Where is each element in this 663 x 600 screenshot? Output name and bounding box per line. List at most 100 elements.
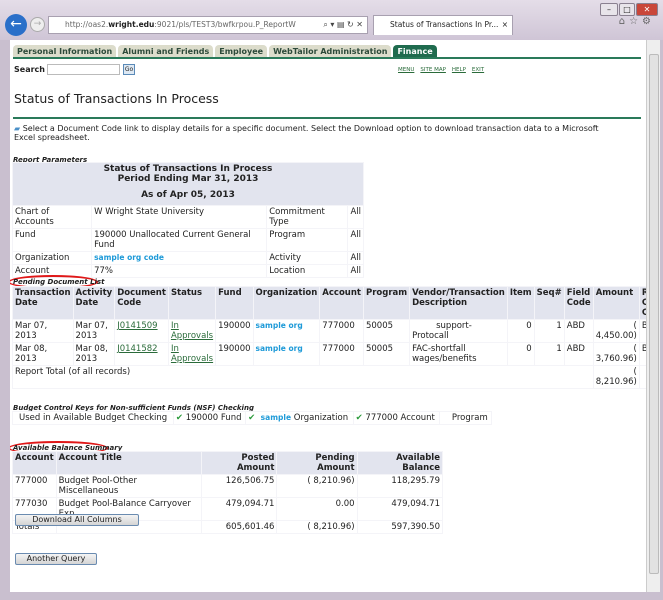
param-value: 77% xyxy=(92,265,267,277)
param-row: Chart of Accounts W Wright State Universi… xyxy=(13,206,363,228)
help-link[interactable]: HELP xyxy=(451,67,466,73)
column-header: Account xyxy=(320,287,363,319)
table-cell: 1 xyxy=(534,320,564,342)
tab-divider xyxy=(13,57,641,59)
table-cell: BT4 xyxy=(639,343,646,365)
column-header: Field Code xyxy=(564,287,593,319)
close-window-button[interactable]: ✕ xyxy=(636,3,658,16)
address-bar[interactable]: http://oas2.wright.edu:9021/pls/TEST3/bw… xyxy=(48,16,368,34)
toolbar-icons[interactable]: ⌂☆⚙ xyxy=(619,16,655,27)
table-cell[interactable]: J0141582 xyxy=(115,343,168,365)
nsf-account-text: 777000 Account xyxy=(365,413,435,423)
forward-button[interactable]: → xyxy=(30,17,45,32)
exit-link[interactable]: EXIT xyxy=(471,67,485,73)
column-header: Rule Class Code xyxy=(639,287,646,319)
table-cell: ( 4,450.00) xyxy=(593,320,639,342)
table-cell: sample org xyxy=(253,343,320,365)
param-label: Activity xyxy=(267,252,348,264)
column-header: Account Title xyxy=(56,452,201,474)
total-amount: ( 8,210.96) xyxy=(593,366,639,388)
table-cell: 118,295.79 xyxy=(357,475,442,497)
back-button[interactable]: ← xyxy=(5,14,27,36)
table-cell: 479,094.71 xyxy=(357,498,442,520)
table-cell: ABD xyxy=(564,343,593,365)
param-label: Organization xyxy=(13,252,92,264)
params-heading: Status of Transactions In Process Period … xyxy=(13,163,363,205)
tab-title: Status of Transactions In Pr... xyxy=(390,20,499,29)
table-cell: sample org xyxy=(253,320,320,342)
nsf-account: ✔ 777000 Account xyxy=(353,412,439,424)
table-cell: support-Protocall xyxy=(410,320,507,342)
tab-close-icon[interactable]: × xyxy=(501,20,508,29)
maximize-button[interactable]: □ xyxy=(619,3,635,16)
param-value: W Wright State University xyxy=(92,206,267,228)
nsf-program: Program xyxy=(439,412,491,424)
tab-personal-information[interactable]: Personal Information xyxy=(13,45,117,58)
param-label: Chart of Accounts xyxy=(13,206,92,228)
report-parameters-label: Report Parameters xyxy=(13,156,88,164)
browser-chrome: – □ ✕ ← → http://oas2.wright.edu:9021/pl… xyxy=(0,0,663,40)
table-cell: Mar 08, 2013 xyxy=(73,343,115,365)
column-header: Pending Amount xyxy=(277,452,357,474)
table-cell: ( 3,760.96) xyxy=(593,343,639,365)
check-icon: ✔ xyxy=(248,413,256,423)
tab-employee[interactable]: Employee xyxy=(215,45,268,58)
param-value: All xyxy=(348,265,363,277)
home-icon[interactable]: ⌂ xyxy=(618,16,630,27)
table-cell: FAC-shortfall wages/benefits xyxy=(410,343,507,365)
table-cell: Budget Pool-Other Miscellaneous xyxy=(56,475,201,497)
params-heading-title: Status of Transactions In Process xyxy=(103,164,273,174)
column-header: Organization xyxy=(253,287,320,319)
search-input[interactable] xyxy=(47,64,120,75)
browser-tab[interactable]: Status of Transactions In Pr... × xyxy=(373,15,513,35)
download-all-columns-button[interactable]: Download All Columns xyxy=(15,514,139,526)
column-header: Document Code xyxy=(115,287,168,319)
gear-icon[interactable]: ⚙ xyxy=(642,16,655,27)
param-row: Account 77% Location All xyxy=(13,265,363,277)
param-label: Account xyxy=(13,265,92,277)
column-header: Seq# xyxy=(534,287,564,319)
table-cell: ( 8,210.96) xyxy=(277,475,357,497)
param-value: All xyxy=(348,206,363,228)
info-message: Select a Document Code link to display d… xyxy=(14,124,599,142)
column-header: Vendor/Transaction Description xyxy=(410,287,507,319)
page-title: Status of Transactions In Process xyxy=(14,91,219,106)
go-button[interactable]: Go xyxy=(123,64,135,75)
tab-finance[interactable]: Finance xyxy=(393,45,437,58)
another-query-button[interactable]: Another Query xyxy=(15,553,97,565)
address-icons[interactable]: ⌕ ▾ ▤ ↻ ✕ xyxy=(323,20,363,29)
param-row: Organization sample org code Activity All xyxy=(13,252,363,264)
star-icon[interactable]: ☆ xyxy=(629,16,643,27)
column-header: Status xyxy=(168,287,216,319)
scrollbar-thumb[interactable] xyxy=(649,54,659,574)
table-cell: Mar 08, 2013 xyxy=(13,343,73,365)
table-cell: BT4 xyxy=(639,320,646,342)
param-label: Program xyxy=(267,229,348,251)
table-cell: 50005 xyxy=(363,320,410,342)
available-balance-label: Available Balance Summary xyxy=(13,444,123,452)
minimize-button[interactable]: – xyxy=(600,3,618,16)
vertical-scrollbar[interactable] xyxy=(646,40,660,592)
table-cell[interactable]: In Approvals xyxy=(168,320,216,342)
table-cell[interactable]: In Approvals xyxy=(168,343,216,365)
table-cell: 597,390.50 xyxy=(357,521,442,533)
tab-alumni-and-friends[interactable]: Alumni and Friends xyxy=(118,45,214,58)
column-header: Amount xyxy=(593,287,639,319)
param-label: Fund xyxy=(13,229,92,251)
top-links: MENU SITE MAP HELP EXIT xyxy=(398,67,484,73)
column-header: Program xyxy=(363,287,410,319)
table-cell: 190000 xyxy=(216,320,253,342)
table-cell[interactable]: J0141509 xyxy=(115,320,168,342)
column-header: Fund xyxy=(216,287,253,319)
site-map-link[interactable]: SITE MAP xyxy=(420,67,446,73)
table-cell: Mar 07, 2013 xyxy=(13,320,73,342)
page-content: Personal Information Alumni and Friends … xyxy=(10,40,646,592)
nsf-fund: ✔ 190000 Fund xyxy=(173,412,246,424)
tab-webtailor-administration[interactable]: WebTailor Administration xyxy=(269,45,392,58)
pending-document-table: Transaction Date Activity Date Document Co… xyxy=(12,286,646,389)
params-heading-asof: As of Apr 05, 2013 xyxy=(141,190,235,200)
menu-link[interactable]: MENU xyxy=(398,67,415,73)
table-cell: Mar 07, 2013 xyxy=(73,320,115,342)
url-path: :9021/pls/TEST3/bwfkrpou.P_ReportW xyxy=(154,20,296,29)
url-host: wright.edu xyxy=(108,20,155,29)
